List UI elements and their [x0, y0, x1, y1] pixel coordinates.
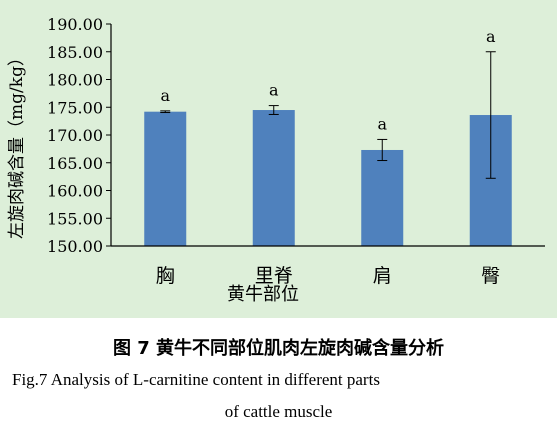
significance-label: a: [160, 86, 170, 105]
figure-caption-chinese: 图 7 黄牛不同部位肌肉左旋肉碱含量分析: [112, 338, 445, 359]
y-tick-label: 150.00: [47, 237, 103, 256]
y-tick-label: 170.00: [47, 126, 103, 145]
figure-caption-english-line2: of cattle muscle: [224, 402, 333, 421]
x-tick-label: 里脊: [255, 265, 293, 287]
y-axis-label: 左旋肉碱含量（mg/kg）: [7, 49, 27, 239]
y-tick-label: 160.00: [47, 182, 103, 201]
bars: a a a a: [144, 27, 512, 247]
bar: [361, 149, 404, 246]
y-tick-label: 165.00: [47, 154, 103, 173]
x-tick-label: 胸: [156, 265, 175, 287]
chart-panel: 150.00 155.00 160.00 165.00 170.00 175.00 180.…: [0, 0, 557, 318]
y-axis: 150.00 155.00 160.00 165.00 170.00 175.00 180.…: [47, 15, 112, 256]
y-tick-label: 155.00: [47, 209, 103, 228]
bar: [252, 110, 295, 247]
x-tick-label: 肩: [373, 265, 392, 287]
bar: [144, 111, 187, 246]
significance-label: a: [269, 81, 279, 100]
y-tick-label: 175.00: [47, 98, 103, 117]
x-tick-label: 臀: [481, 265, 500, 287]
y-tick-label: 190.00: [47, 15, 103, 34]
y-tick-label: 185.00: [47, 43, 103, 62]
significance-label: a: [486, 27, 496, 46]
x-axis-label: 黄牛部位: [227, 284, 299, 305]
figure-caption-english-line1: Fig.7 Analysis of L-carnitine content in…: [12, 370, 380, 389]
x-axis: 胸 里脊 肩 臀: [111, 245, 545, 287]
y-tick-label: 180.00: [47, 71, 103, 90]
significance-label: a: [377, 114, 387, 133]
bar-chart: 150.00 155.00 160.00 165.00 170.00 175.00 180.…: [7, 15, 545, 305]
